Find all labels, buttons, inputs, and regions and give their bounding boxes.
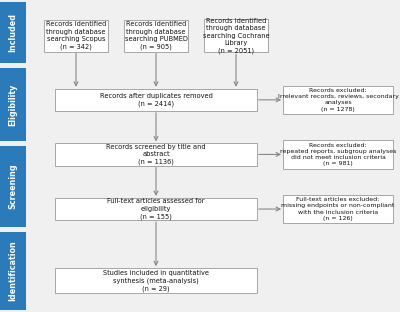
FancyBboxPatch shape (55, 144, 257, 165)
Text: Screening: Screening (8, 163, 18, 209)
Text: Records excluded:
repeated reports, subgroup analyses
did not meet inclusion cri: Records excluded: repeated reports, subg… (280, 143, 396, 166)
Text: Eligibility: Eligibility (8, 83, 18, 126)
FancyBboxPatch shape (55, 89, 257, 111)
Text: Records after duplicates removed
(n = 2414): Records after duplicates removed (n = 24… (100, 93, 212, 107)
Text: Full-text articles assessed for
eligibility
(n = 155): Full-text articles assessed for eligibil… (107, 198, 205, 220)
FancyBboxPatch shape (283, 85, 393, 114)
Text: Full-text articles excluded:
missing endpoints or non-compliant
with the inclusi: Full-text articles excluded: missing end… (281, 197, 395, 221)
Text: Records screened by title and
abstract
(n = 1136): Records screened by title and abstract (… (106, 144, 206, 165)
FancyBboxPatch shape (204, 19, 268, 52)
Bar (0, 2, 26, 63)
Bar (0, 232, 26, 310)
Text: Records identified
through database
searching PUBMED
(n = 905): Records identified through database sear… (124, 22, 188, 50)
FancyBboxPatch shape (283, 195, 393, 223)
Bar (0, 68, 26, 141)
Text: Identification: Identification (8, 240, 18, 301)
Text: Records identified
through database
searching Cochrane
Library
(n = 2051): Records identified through database sear… (203, 18, 269, 54)
Text: Records identified
through database
searching Scopus
(n = 342): Records identified through database sear… (46, 22, 106, 50)
Bar (0, 146, 26, 227)
Text: Studies included in quantitative
synthesis (meta-analysis)
(n = 29): Studies included in quantitative synthes… (103, 270, 209, 292)
FancyBboxPatch shape (55, 198, 257, 220)
FancyBboxPatch shape (44, 20, 108, 51)
Text: Included: Included (8, 13, 18, 52)
FancyBboxPatch shape (124, 20, 188, 51)
FancyBboxPatch shape (55, 268, 257, 293)
FancyBboxPatch shape (283, 140, 393, 168)
Text: Records excluded:
Irrelevant records, reviews, secondary
analyses
(n = 1278): Records excluded: Irrelevant records, re… (278, 88, 398, 112)
